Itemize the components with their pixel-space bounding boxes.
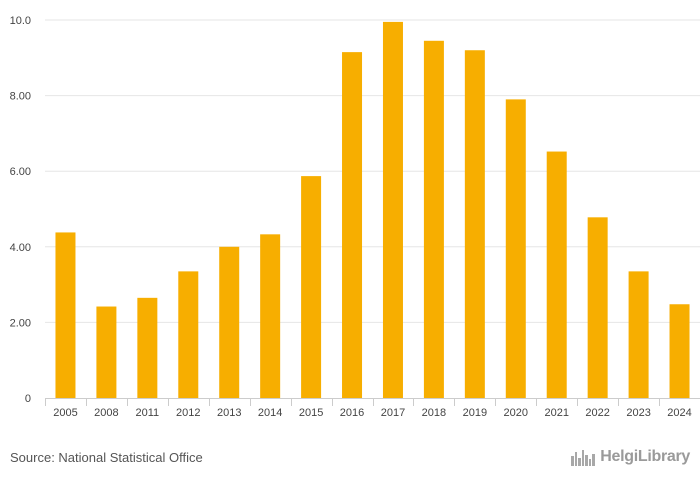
- source-note: Source: National Statistical Office: [10, 450, 203, 465]
- x-tick-label: 2011: [136, 407, 160, 419]
- bar-2017[interactable]: [382, 21, 403, 398]
- x-tick-label: 2016: [340, 407, 364, 419]
- city-skyline-icon: [571, 450, 596, 466]
- x-tick-label: 2018: [422, 407, 446, 419]
- x-tick-label: 2017: [381, 407, 405, 419]
- bar-2015[interactable]: [301, 176, 322, 398]
- x-tick-label: 2015: [299, 407, 323, 419]
- bar-2021[interactable]: [546, 151, 567, 398]
- bar-2022[interactable]: [587, 217, 608, 398]
- x-axis: [45, 398, 700, 406]
- bar-2019[interactable]: [464, 50, 485, 399]
- y-tick-label: 0: [25, 393, 31, 405]
- bar-2011[interactable]: [137, 297, 158, 398]
- y-tick-label: 4.00: [10, 242, 31, 254]
- brand-name: HelgiLibrary: [600, 448, 690, 465]
- x-tick-label: 2022: [585, 407, 609, 419]
- bar-2020[interactable]: [505, 99, 526, 398]
- x-tick-label: 2013: [217, 407, 241, 419]
- x-tick-label: 2005: [53, 407, 77, 419]
- y-tick-label: 10.0: [10, 15, 31, 27]
- bar-2013[interactable]: [219, 246, 240, 398]
- bar-2016[interactable]: [342, 52, 363, 398]
- y-axis-labels: 0 2.00 4.00 6.00 8.00 10.0: [10, 15, 31, 405]
- bar-2018[interactable]: [423, 40, 444, 398]
- x-tick-label: 2012: [176, 407, 200, 419]
- y-tick-label: 8.00: [10, 91, 31, 103]
- bar-2024[interactable]: [669, 304, 690, 398]
- x-tick-label: 2021: [544, 407, 568, 419]
- x-axis-labels: 2005 2008 2011 2012 2013 2014 2015 2016 2017 2018…: [53, 407, 692, 419]
- x-tick-label: 2023: [626, 407, 650, 419]
- y-tick-label: 6.00: [10, 166, 31, 178]
- bar-2023[interactable]: [628, 271, 649, 398]
- brand-logo[interactable]: HelgiLibrary: [570, 448, 690, 466]
- bar-2005[interactable]: [55, 232, 76, 398]
- x-tick-label: 2014: [258, 407, 282, 419]
- bars: [55, 21, 690, 399]
- x-tick-label: 2019: [463, 407, 487, 419]
- bar-2008[interactable]: [96, 306, 117, 398]
- x-tick-label: 2020: [504, 407, 528, 419]
- y-tick-label: 2.00: [10, 317, 31, 329]
- bar-2012[interactable]: [178, 271, 199, 398]
- x-tick-label: 2024: [667, 407, 691, 419]
- bar-2014[interactable]: [260, 234, 281, 398]
- x-tick-label: 2008: [94, 407, 118, 419]
